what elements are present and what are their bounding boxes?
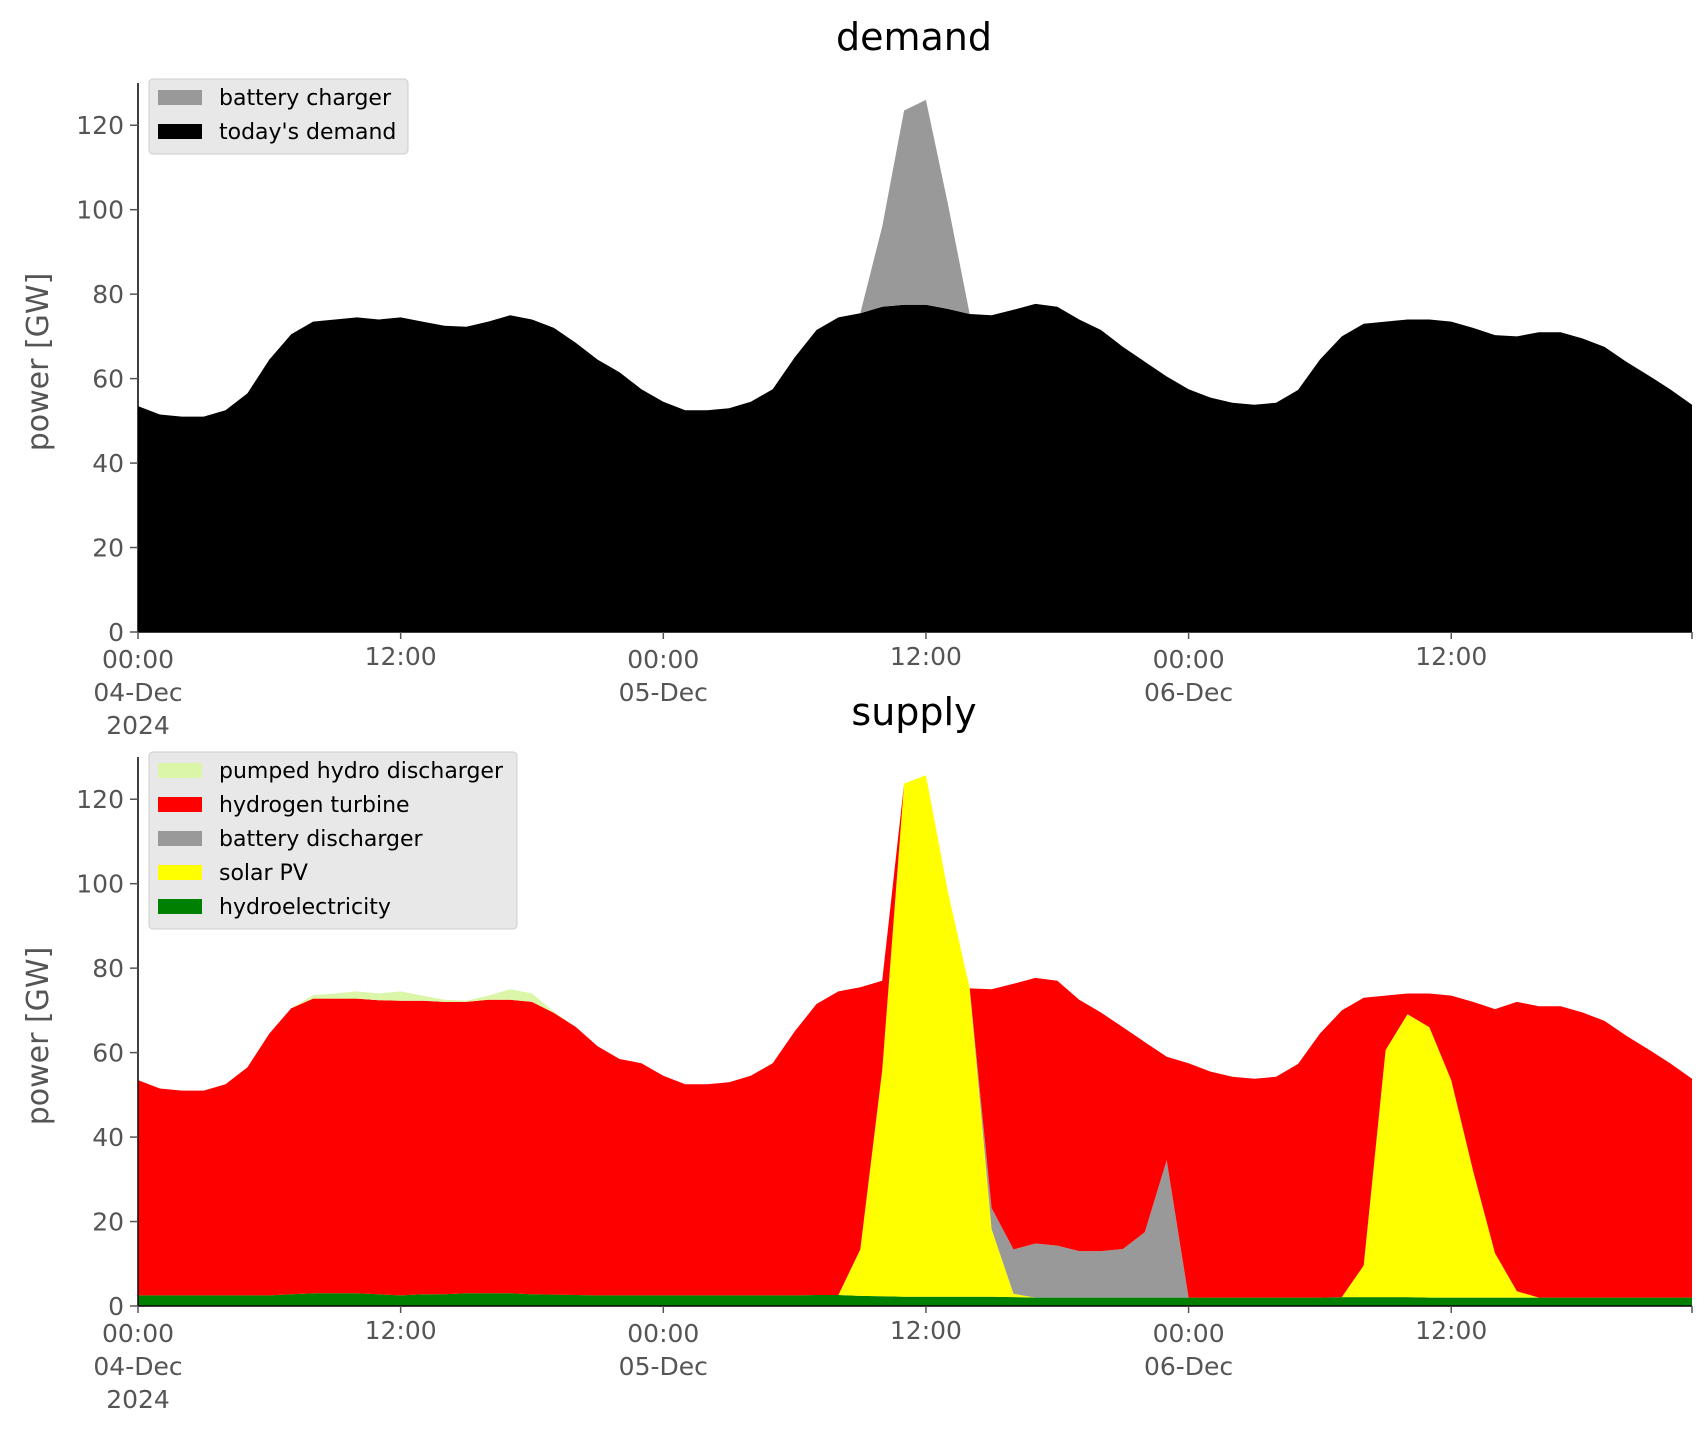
demand-area-layer	[138, 99, 1692, 632]
y-tick-label: 20	[92, 1208, 124, 1237]
x-tick-label: 00:00	[102, 645, 174, 674]
supply-axes: 0 20 40 60 80 100 120 00:00 04-Dec 2024 12:00 00:00…	[76, 757, 1693, 1414]
legend-label-pumped-hydro-discharger: pumped hydro discharger	[219, 759, 504, 784]
y-tick-label: 40	[92, 449, 124, 478]
y-tick-label: 0	[108, 618, 124, 647]
area-series-hydrogen-turbine	[138, 775, 1692, 1298]
x-tick-label: 12:00	[1415, 642, 1487, 671]
legend-box	[148, 78, 409, 155]
x-tick-label: 12:00	[365, 1316, 437, 1345]
legend-swatch-solar-pv	[158, 865, 202, 880]
legend-swatch-pumped-hydro-discharger	[158, 763, 202, 778]
x-tick-label: 2024	[106, 1385, 170, 1414]
x-tick-label: 05-Dec	[619, 678, 708, 707]
x-tick-label: 12:00	[1415, 1316, 1487, 1345]
chart-title: demand	[836, 15, 992, 59]
y-tick-label: 40	[92, 1123, 124, 1152]
y-axis-label: power [GW]	[21, 273, 56, 452]
y-tick-label: 60	[92, 365, 124, 394]
x-tick-label: 12:00	[890, 642, 962, 671]
y-axis-label: power [GW]	[21, 947, 56, 1126]
x-tick-label: 06-Dec	[1144, 678, 1233, 707]
area-series-battery-charger	[138, 99, 1692, 417]
y-tick-label: 80	[92, 954, 124, 983]
y-tick-label: 100	[76, 196, 124, 225]
x-tick-label: 12:00	[890, 1316, 962, 1345]
x-tick-label: 00:00	[627, 1319, 699, 1348]
y-tick-label: 100	[76, 870, 124, 899]
x-tick-label: 04-Dec	[93, 1352, 182, 1381]
legend-label-solar-pv: solar PV	[219, 861, 308, 886]
legend-swatch-battery-discharger	[158, 831, 202, 846]
chart-title: supply	[851, 690, 976, 734]
x-tick-label: 05-Dec	[619, 1352, 708, 1381]
x-tick-label: 12:00	[365, 642, 437, 671]
y-tick-label: 60	[92, 1039, 124, 1068]
y-tick-label: 20	[92, 534, 124, 563]
demand-chart-panel: demand 0 20 40 60 80 100 120 00:00 04-Dec 2024 12:…	[21, 15, 1693, 740]
x-tick-label: 00:00	[627, 645, 699, 674]
demand-legend: battery charger today's demand	[148, 78, 409, 155]
x-tick-label: 00:00	[102, 1319, 174, 1348]
y-tick-label: 120	[76, 111, 124, 140]
area-series-hydroelectricity	[138, 1293, 1692, 1306]
x-tick-label: 06-Dec	[1144, 1352, 1233, 1381]
demand-axes: 0 20 40 60 80 100 120 00:00 04-Dec 2024 12:00 00:00…	[76, 83, 1693, 740]
legend-swatch-hydrogen-turbine	[158, 797, 202, 812]
legend-swatch-todays-demand	[158, 124, 202, 139]
y-tick-label: 80	[92, 280, 124, 309]
y-tick-label: 120	[76, 785, 124, 814]
area-series-solar-pv	[138, 775, 1692, 1298]
legend-label-battery-discharger: battery discharger	[219, 827, 424, 852]
legend-label-todays-demand: today's demand	[219, 120, 396, 145]
y-tick-label: 0	[108, 1292, 124, 1321]
legend-box	[148, 751, 518, 930]
supply-chart-panel: supply 0 20 40 60 80 100 120 00:00 04-Dec 2024 12:…	[21, 690, 1693, 1414]
supply-legend: pumped hydro discharger hydrogen turbine…	[148, 751, 518, 930]
legend-label-battery-charger: battery charger	[219, 86, 392, 111]
x-tick-label: 00:00	[1153, 1319, 1225, 1348]
legend-label-hydrogen-turbine: hydrogen turbine	[219, 793, 410, 818]
legend-swatch-hydroelectricity	[158, 899, 202, 914]
area-series-today-s-demand	[138, 303, 1692, 632]
x-tick-label: 00:00	[1153, 645, 1225, 674]
x-tick-label: 04-Dec	[93, 678, 182, 707]
x-tick-label: 2024	[106, 711, 170, 740]
legend-swatch-battery-charger	[158, 90, 202, 105]
supply-area-layer	[138, 775, 1692, 1306]
legend-label-hydroelectricity: hydroelectricity	[219, 895, 391, 920]
